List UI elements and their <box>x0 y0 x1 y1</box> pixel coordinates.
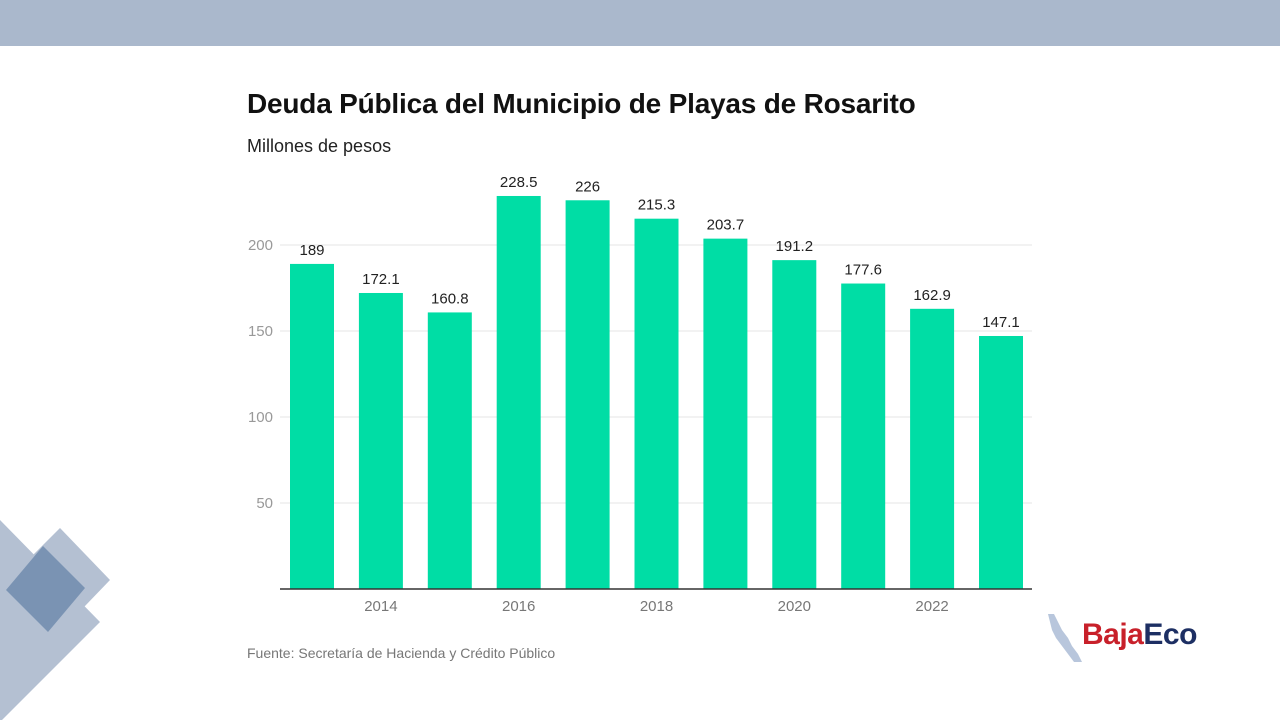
bar-2017 <box>565 200 610 589</box>
bar-2020 <box>772 260 817 589</box>
baja-california-map-icon <box>1048 614 1082 662</box>
y-tick-label: 100 <box>248 409 273 426</box>
data-label: 189 <box>299 242 324 259</box>
bar-2014 <box>358 292 403 589</box>
y-tick-label: 50 <box>256 495 273 512</box>
x-tick-label: 2020 <box>778 598 811 615</box>
y-tick-label: 200 <box>248 237 273 254</box>
bar-2023 <box>979 335 1023 589</box>
data-label: 203.7 <box>707 217 745 234</box>
bajaeco-logo: BajaEco <box>1044 612 1224 664</box>
logo-text-baja: Baja <box>1082 618 1144 651</box>
data-label: 228.5 <box>500 174 538 191</box>
source-note: Fuente: Secretaría de Hacienda y Crédito… <box>247 645 556 661</box>
bar-2019 <box>703 238 748 590</box>
y-tick-label: 150 <box>248 323 273 340</box>
x-tick-label: 2018 <box>640 598 673 615</box>
data-label: 162.9 <box>913 287 951 304</box>
bar-2016 <box>496 195 541 590</box>
bar-2018 <box>634 218 679 589</box>
bar-2013 <box>290 263 334 589</box>
header-band <box>0 0 1280 46</box>
bar-2015 <box>427 312 472 589</box>
x-tick-label: 2022 <box>915 598 948 615</box>
bar-2021 <box>841 283 886 589</box>
data-label: 160.8 <box>431 290 469 307</box>
chart-title: Deuda Pública del Municipio de Playas de… <box>247 88 916 119</box>
data-label: 177.6 <box>844 262 882 279</box>
chart-subtitle: Millones de pesos <box>247 136 392 156</box>
data-label: 226 <box>575 178 600 195</box>
data-label: 191.2 <box>776 238 814 255</box>
decorative-diamonds <box>0 520 110 720</box>
bar-2022 <box>910 308 955 589</box>
data-label: 147.1 <box>982 314 1020 331</box>
data-label: 215.3 <box>638 197 676 214</box>
data-label: 172.1 <box>362 271 400 288</box>
x-tick-label: 2014 <box>364 598 397 615</box>
x-tick-label: 2016 <box>502 598 535 615</box>
logo-text-eco: Eco <box>1143 618 1197 651</box>
